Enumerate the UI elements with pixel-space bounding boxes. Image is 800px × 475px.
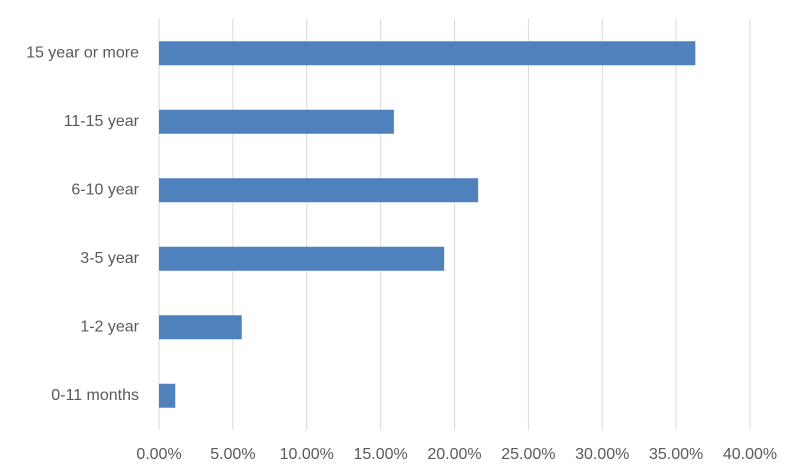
x-tick-label: 20.00%	[427, 446, 481, 463]
x-tick-label: 10.00%	[280, 446, 334, 463]
bar	[159, 178, 479, 203]
x-tick-label: 0.00%	[136, 446, 181, 463]
bar	[159, 315, 242, 340]
x-tick-label: 40.00%	[723, 446, 777, 463]
y-tick-label: 1-2 year	[80, 318, 139, 335]
bar	[159, 246, 445, 271]
y-tick-label: 11-15 year	[64, 113, 140, 130]
bar	[159, 109, 394, 134]
x-tick-label: 5.00%	[210, 446, 255, 463]
bar	[159, 383, 176, 408]
y-tick-label: 0-11 months	[51, 387, 139, 404]
bar	[159, 41, 696, 66]
y-tick-label: 15 year or more	[26, 44, 139, 61]
x-tick-label: 15.00%	[353, 446, 407, 463]
x-tick-label: 35.00%	[649, 446, 703, 463]
y-tick-label: 6-10 year	[71, 181, 139, 198]
y-tick-label: 3-5 year	[80, 250, 139, 267]
x-tick-label: 25.00%	[501, 446, 555, 463]
x-tick-label: 30.00%	[575, 446, 629, 463]
